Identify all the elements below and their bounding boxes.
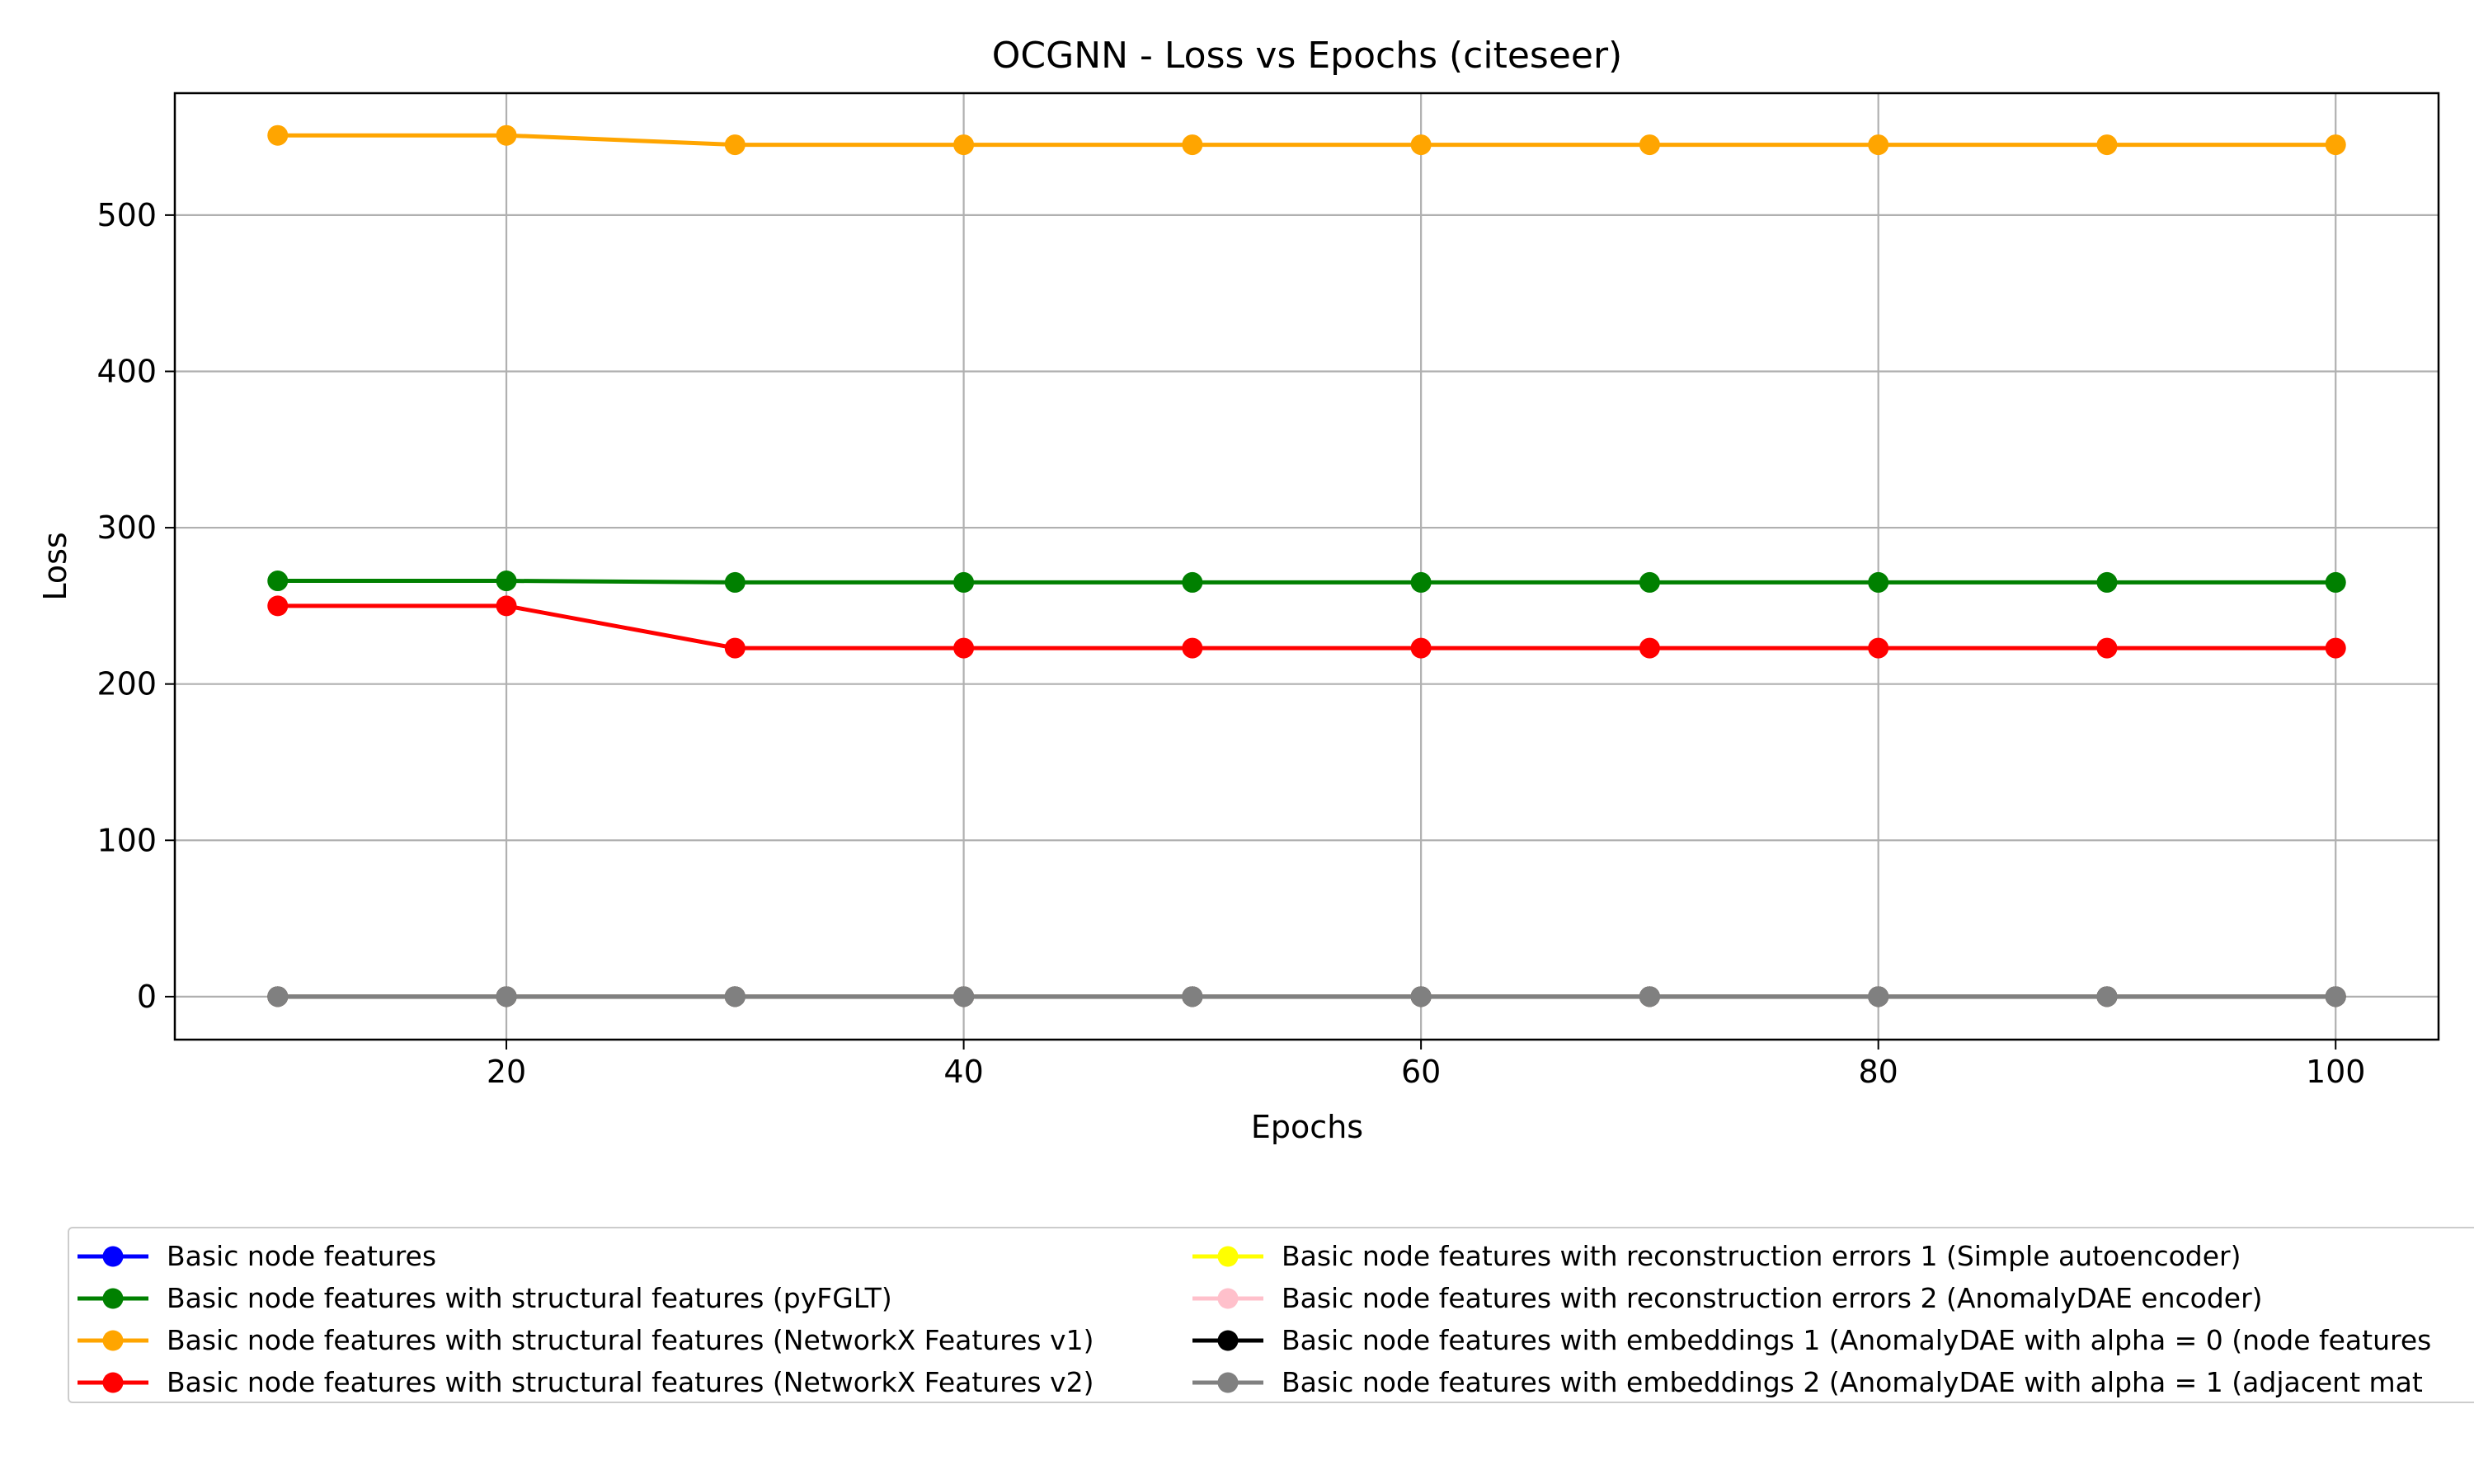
data-point [496,986,517,1007]
x-tick-label: 20 [487,1054,526,1090]
legend-label: Basic node features with reconstruction … [1282,1282,2263,1314]
data-point [496,571,517,592]
legend-marker [1192,1330,1263,1351]
data-point [2096,986,2118,1007]
x-tick-label: 40 [943,1054,983,1090]
data-point [1868,986,1889,1007]
data-point [953,637,975,659]
grid [175,93,2439,1040]
legend-marker [1192,1372,1263,1393]
series-line [277,133,2336,148]
plot-frame [173,92,2440,1041]
x-tick-label: 60 [1401,1054,1441,1090]
series-8 [267,986,2346,1007]
legend-marker [1192,1288,1263,1309]
series-4 [267,595,2346,659]
data-point [1410,134,1432,156]
data-point [953,134,975,156]
data-point [1868,637,1889,659]
y-tick-label: 300 [96,510,157,546]
x-axis-label: Epochs [1251,1109,1363,1145]
legend-label: Basic node features with structural feat… [167,1366,1094,1398]
data-point [1639,134,1660,156]
data-point [2096,637,2118,659]
y-tick-label: 500 [96,197,157,233]
data-point [496,595,517,617]
data-point [267,571,289,592]
data-point [1639,637,1660,659]
data-point [1868,571,1889,593]
legend-marker [78,1330,148,1351]
data-point [1639,986,1660,1007]
data-point [2325,571,2346,593]
series-line [277,579,2336,585]
data-point [2096,571,2118,593]
data-point [724,571,745,593]
data-point [1182,637,1203,659]
data-point [1639,571,1660,593]
y-axis-label: Loss [37,532,73,600]
data-point [1182,571,1203,593]
data-point [1182,986,1203,1007]
series-3 [267,124,2346,156]
x-tick-label: 80 [1859,1054,1898,1090]
data-point [1182,134,1203,156]
legend-label: Basic node features with reconstruction … [1282,1240,2241,1272]
y-tick-label: 400 [96,353,157,389]
legend-label: Basic node features with structural feat… [167,1282,892,1314]
legend-label: Basic node features with embeddings 2 (A… [1282,1366,2423,1398]
plot-series [267,124,2346,1007]
data-point [2325,637,2346,659]
data-point [724,986,745,1007]
data-point [1410,637,1432,659]
series-line [277,603,2336,650]
data-point [953,571,975,593]
data-point [953,986,975,1007]
y-tick-label: 100 [96,822,157,858]
legend-marker [78,1372,148,1393]
data-point [267,595,289,617]
data-point [2325,986,2346,1007]
legend-marker [78,1288,148,1309]
legend-marker [78,1246,148,1267]
data-point [1868,134,1889,156]
data-point [724,637,745,659]
data-point [267,124,289,146]
x-tick-label: 100 [2306,1054,2366,1090]
data-point [1410,571,1432,593]
y-tick-label: 0 [137,979,157,1015]
y-tick-label: 200 [96,666,157,702]
legend-label: Basic node features [167,1240,437,1272]
data-point [2325,134,2346,156]
data-point [2096,134,2118,156]
data-point [724,134,745,156]
legend-label: Basic node features with embeddings 1 (A… [1282,1324,2432,1356]
data-point [267,986,289,1007]
data-point [1410,986,1432,1007]
chart-title: OCGNN - Loss vs Epochs (citeseer) [992,35,1622,77]
legend-label: Basic node features with structural feat… [167,1324,1094,1356]
axis-ticks: 20 40 60 80 100 0 100 200 300 400 500 [96,197,2365,1090]
legend: Basic node features Basic node features w… [68,1227,2474,1403]
data-point [496,124,517,146]
series-2 [267,571,2346,593]
legend-marker [1192,1246,1263,1267]
